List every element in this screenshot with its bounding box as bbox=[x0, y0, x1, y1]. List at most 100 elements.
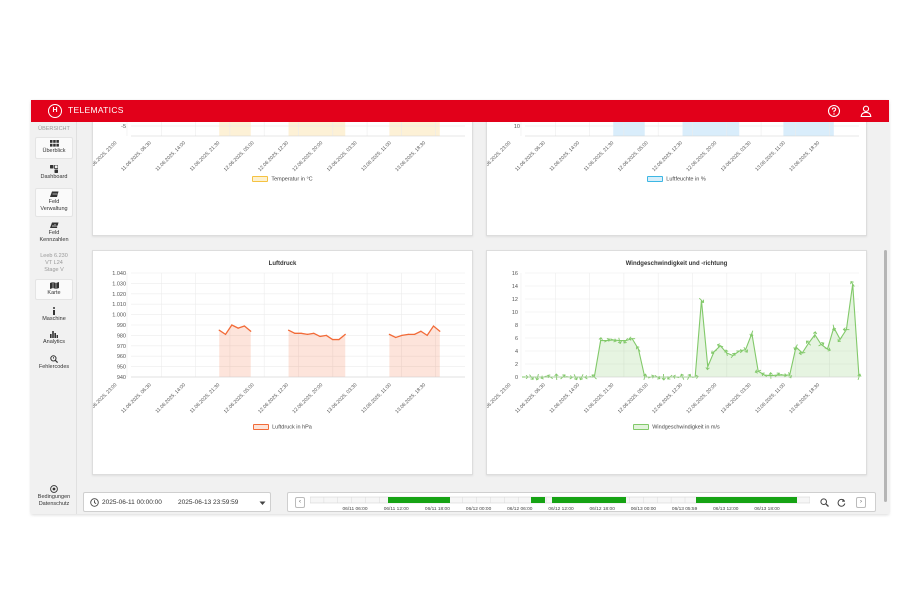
refresh-icon[interactable] bbox=[837, 498, 846, 507]
y-tick-label: 950 bbox=[117, 365, 126, 371]
sidebar-item-analytics[interactable]: Analytics bbox=[35, 329, 73, 350]
arrow-shape bbox=[824, 347, 831, 352]
arrow-shape bbox=[610, 338, 617, 343]
arrow-shape bbox=[780, 373, 787, 378]
x-tick-label: 12.06.2025, 20:00 bbox=[685, 382, 718, 415]
privacy-link[interactable]: Datenschutz bbox=[38, 501, 70, 507]
data-area bbox=[525, 284, 859, 377]
data-point bbox=[243, 325, 246, 327]
sidebar-item-karte[interactable]: Karte bbox=[35, 279, 73, 300]
y-tick-label: 10 bbox=[514, 124, 520, 130]
machine-stage: Stage V bbox=[44, 267, 64, 273]
scrollbar-thumb[interactable] bbox=[884, 250, 887, 502]
sidebar-item-maschine[interactable]: Maschine bbox=[35, 305, 73, 326]
x-tick-label: 13.06.2025, 18:30 bbox=[394, 382, 427, 415]
temperature-legend[interactable]: Temperatur in °C bbox=[93, 176, 472, 182]
sidebar-item-ueberblick[interactable]: Überblick bbox=[35, 137, 73, 159]
sidebar-item-label: Karte bbox=[47, 290, 61, 296]
bottom-bar: 2025-06-11 00:00:00 2025-06-13 23:59:59 … bbox=[78, 492, 882, 514]
wind-legend[interactable]: Windgeschwindigkeit in m/s bbox=[487, 424, 866, 430]
y-tick-label: 4 bbox=[515, 349, 518, 355]
timeline-label: 06/12 00:00 bbox=[466, 506, 492, 512]
wind-direction-arrow bbox=[805, 340, 812, 346]
x-tick-label: 13.06.2025, 03:30 bbox=[720, 382, 753, 415]
data-area-band bbox=[288, 122, 346, 136]
sidebar-footer: Bedingungen Datenschutz bbox=[33, 485, 75, 508]
arrow-shape bbox=[798, 351, 806, 356]
x-tick-label: 10.06.2025, 23:00 bbox=[487, 140, 513, 173]
arrow-shape bbox=[850, 281, 855, 287]
data-area-band bbox=[219, 122, 251, 136]
x-tick-label: 13.06.2025, 03:30 bbox=[326, 382, 359, 415]
y-tick-label: 1.010 bbox=[112, 302, 126, 308]
data-area-band bbox=[613, 122, 645, 136]
top-bar: H TELEMATICS bbox=[31, 100, 889, 122]
data-point bbox=[325, 334, 327, 336]
legend-swatch bbox=[252, 176, 269, 182]
timeline[interactable]: ‹ 06/11 06:00 06/11 12:00 06/11 18:00 06/12… bbox=[287, 492, 876, 512]
help-icon[interactable] bbox=[827, 104, 841, 118]
arrow-shape bbox=[736, 348, 743, 354]
map-icon bbox=[49, 282, 59, 289]
x-tick-label: 12.06.2025, 05:00 bbox=[617, 382, 650, 415]
data-point bbox=[338, 338, 340, 341]
arrow-shape bbox=[710, 349, 717, 355]
arrow-shape bbox=[793, 344, 798, 351]
wind-direction-arrow bbox=[793, 344, 798, 351]
wind-direction-arrow bbox=[716, 343, 724, 348]
date-start[interactable]: 2025-06-11 00:00:00 bbox=[102, 499, 162, 506]
wind-direction-arrow bbox=[761, 372, 768, 378]
x-tick-label: 12.06.2025, 05:00 bbox=[223, 382, 256, 415]
series-line bbox=[288, 329, 346, 341]
scrollbar[interactable] bbox=[882, 122, 889, 514]
error-search-icon bbox=[50, 355, 58, 363]
sidebar-item-feld-kennzahlen[interactable]: Feld Kennzahlen bbox=[35, 220, 73, 248]
chevron-down-icon[interactable] bbox=[259, 501, 266, 506]
x-tick-label: 11.06.2025, 06:30 bbox=[120, 382, 153, 415]
sidebar-item-dashboard[interactable]: Dashboard bbox=[35, 163, 73, 185]
y-tick-label: 980 bbox=[117, 333, 126, 339]
arrow-shape bbox=[818, 342, 825, 347]
series-line bbox=[218, 324, 252, 336]
wind-direction-arrow bbox=[736, 348, 743, 354]
sidebar-section-label: ÜBERSICHT bbox=[38, 126, 70, 132]
wind-direction-arrow bbox=[780, 373, 787, 378]
data-point bbox=[224, 333, 227, 335]
timeline-prev-button[interactable]: ‹ bbox=[295, 497, 305, 508]
arrow-shape bbox=[604, 338, 611, 343]
timeline-next-button[interactable]: › bbox=[856, 497, 866, 508]
humidity-legend[interactable]: Luftfeuchte in % bbox=[487, 176, 866, 182]
x-tick-label: 11.06.2025, 14:00 bbox=[549, 382, 582, 415]
wind-direction-arrow bbox=[749, 330, 754, 337]
app-logo-icon[interactable]: H bbox=[48, 104, 62, 118]
x-tick-label: 10.06.2025, 23:00 bbox=[93, 140, 119, 173]
wind-direction-arrow bbox=[743, 346, 749, 353]
legend-label: Luftdruck in hPa bbox=[272, 424, 312, 431]
wind-chart-card: Windgeschwindigkeit und -richtung 16 14 12… bbox=[486, 250, 867, 475]
data-point bbox=[439, 330, 441, 332]
x-tick-label: 11.06.2025, 14:00 bbox=[155, 140, 188, 173]
date-end[interactable]: 2025-06-13 23:59:59 bbox=[178, 499, 239, 506]
terms-link[interactable]: Bedingungen bbox=[37, 494, 71, 500]
data-point bbox=[401, 334, 403, 336]
pressure-legend[interactable]: Luftdruck in hPa bbox=[93, 424, 472, 430]
data-area-band bbox=[389, 122, 440, 136]
timeline-track[interactable]: 06/11 06:00 06/11 12:00 06/11 18:00 06/12 0… bbox=[310, 493, 810, 513]
date-range-picker[interactable]: 2025-06-11 00:00:00 2025-06-13 23:59:59 bbox=[83, 492, 271, 512]
y-tick-label: 1.020 bbox=[112, 292, 126, 298]
wind-direction-arrow bbox=[818, 342, 825, 347]
y-tick-label: 970 bbox=[117, 344, 126, 350]
timeline-label: 06/11 06:00 bbox=[343, 506, 368, 512]
y-tick-label: 2 bbox=[515, 362, 518, 368]
wind-direction-arrow bbox=[824, 347, 831, 352]
zoom-icon[interactable] bbox=[820, 498, 829, 507]
x-tick-label: 12.06.2025, 20:00 bbox=[291, 382, 324, 415]
user-icon[interactable] bbox=[859, 104, 873, 118]
arrow-shape bbox=[623, 337, 629, 344]
sidebar-item-feld-verwaltung[interactable]: Feld Verwaltung bbox=[35, 188, 73, 217]
x-tick-label: 11.06.2025, 21:30 bbox=[189, 140, 222, 173]
sidebar-item-fehlercodes[interactable]: Fehlercodes bbox=[35, 353, 73, 374]
arrow-shape bbox=[628, 336, 636, 341]
data-point bbox=[306, 333, 309, 335]
sidebar-item-label: Feld Kennzahlen bbox=[39, 230, 69, 243]
